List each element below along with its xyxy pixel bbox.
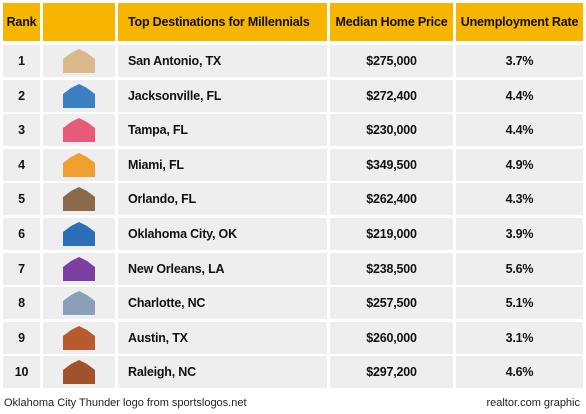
city-icon (63, 83, 95, 108)
icon-cell (43, 79, 115, 112)
cell-destination: San Antonio, TX (118, 45, 327, 77)
cell-destination: Charlotte, NC (118, 287, 327, 320)
cell-unemployment: 3.1% (456, 321, 583, 354)
header-unemployment: Unemployment Rate (456, 3, 583, 41)
icon-shape (63, 152, 95, 177)
icon-cell (43, 252, 115, 285)
cell-destination: Jacksonville, FL (118, 79, 327, 112)
cell-rank: 1 (3, 45, 40, 77)
cell-rank: 2 (3, 79, 40, 112)
icon-shape (63, 256, 95, 281)
cell-price: $275,000 (330, 45, 453, 77)
icon-cell (43, 148, 115, 181)
icon-shape (63, 291, 95, 316)
cell-price: $262,400 (330, 183, 453, 216)
cell-rank: 4 (3, 148, 40, 181)
cell-destination: Orlando, FL (118, 183, 327, 216)
cell-unemployment: 3.7% (456, 45, 583, 77)
cell-rank: 8 (3, 287, 40, 320)
cell-price: $349,500 (330, 148, 453, 181)
cell-destination: Miami, FL (118, 148, 327, 181)
cell-rank: 7 (3, 252, 40, 285)
cell-rank: 3 (3, 114, 40, 147)
city-icon (63, 152, 95, 177)
header-icon (43, 3, 115, 41)
icon-cell (43, 321, 115, 354)
cell-price: $238,500 (330, 252, 453, 285)
cell-price: $272,400 (330, 79, 453, 112)
icon-cell (43, 114, 115, 147)
icon-shape (63, 360, 95, 385)
cell-unemployment: 4.3% (456, 183, 583, 216)
cell-destination: Raleigh, NC (118, 356, 327, 389)
cell-price: $257,500 (330, 287, 453, 320)
icon-cell (43, 287, 115, 320)
icon-cell (43, 183, 115, 216)
cell-destination: New Orleans, LA (118, 252, 327, 285)
cell-rank: 6 (3, 218, 40, 250)
credit: realtor.com graphic (486, 397, 580, 409)
icon-shape (63, 118, 95, 143)
cell-unemployment: 4.4% (456, 79, 583, 112)
icon-cell (43, 356, 115, 389)
city-icon (63, 222, 95, 246)
city-icon (63, 187, 95, 212)
header-rank: Rank (3, 3, 40, 41)
cell-rank: 5 (3, 183, 40, 216)
cell-unemployment: 4.4% (456, 114, 583, 147)
icon-shape (63, 222, 95, 246)
cell-unemployment: 4.9% (456, 148, 583, 181)
cell-unemployment: 5.6% (456, 252, 583, 285)
icon-shape (63, 83, 95, 108)
header-destination: Top Destinations for Millennials (118, 3, 327, 41)
cell-destination: Austin, TX (118, 321, 327, 354)
city-icon (63, 256, 95, 281)
city-icon (63, 291, 95, 316)
icon-shape (63, 187, 95, 212)
city-icon (63, 360, 95, 385)
footnote: Oklahoma City Thunder logo from sportslo… (4, 397, 247, 409)
icon-shape (63, 325, 95, 350)
cell-price: $230,000 (330, 114, 453, 147)
city-icon (63, 49, 95, 73)
icon-cell (43, 218, 115, 250)
cell-destination: Oklahoma City, OK (118, 218, 327, 250)
cell-price: $219,000 (330, 218, 453, 250)
icon-cell (43, 45, 115, 77)
header-price: Median Home Price (330, 3, 453, 41)
cell-destination: Tampa, FL (118, 114, 327, 147)
city-icon (63, 118, 95, 143)
icon-shape (63, 49, 95, 73)
cell-unemployment: 3.9% (456, 218, 583, 250)
cell-price: $260,000 (330, 321, 453, 354)
cell-rank: 9 (3, 321, 40, 354)
cell-price: $297,200 (330, 356, 453, 389)
cell-unemployment: 5.1% (456, 287, 583, 320)
city-icon (63, 325, 95, 350)
cell-rank: 10 (3, 356, 40, 389)
cell-unemployment: 4.6% (456, 356, 583, 389)
